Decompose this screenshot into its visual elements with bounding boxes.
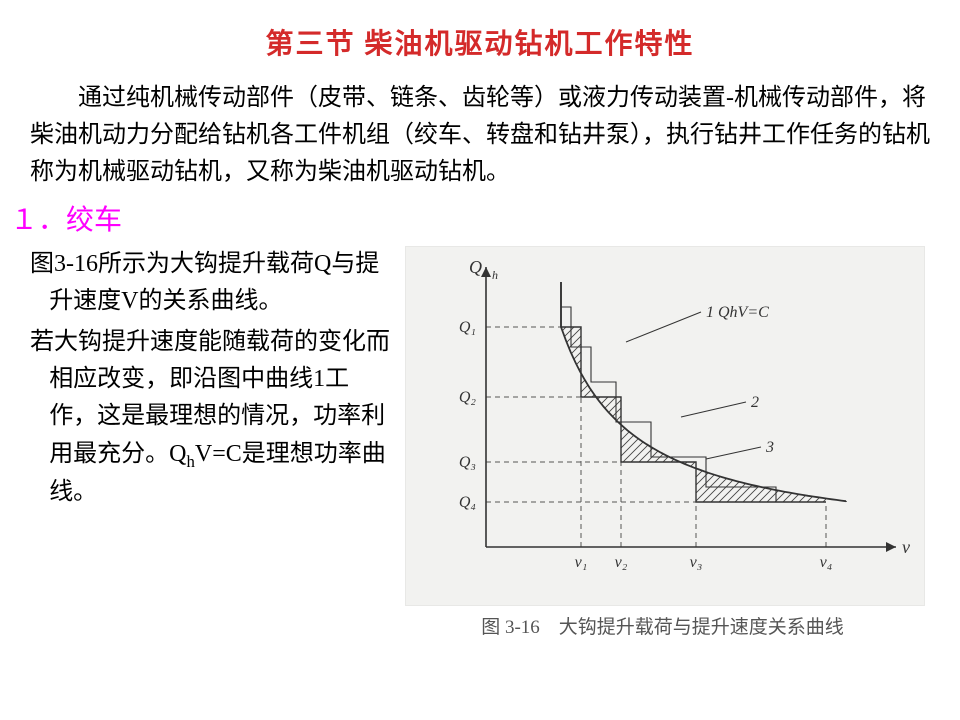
paragraph-2: 若大钩提升速度能随载荷的变化而相应改变，即沿图中曲线1工作，这是最理想的情况，功…: [30, 324, 395, 512]
svg-text:Q: Q: [469, 257, 482, 277]
intro-paragraph: 通过纯机械传动部件（皮带、链条、齿轮等）或液力传动装置-机械传动部件，将柴油机动…: [0, 62, 960, 192]
svg-text:1 QhV=C: 1 QhV=C: [706, 304, 769, 321]
svg-text:h: h: [492, 268, 498, 282]
svg-text:3: 3: [765, 439, 774, 456]
figure-3-16: Qh v Q₁ Q₂ Q₃ Q₄ v₁ v₂ v₃ v₄ 1 QhV=C 2 3: [405, 246, 925, 606]
para2-subscript: h: [187, 451, 195, 470]
svg-text:v₄: v₄: [820, 554, 833, 571]
svg-text:v₂: v₂: [615, 554, 628, 571]
figure-caption: 图 3-16 大钩提升载荷与提升速度关系曲线: [395, 612, 930, 639]
svg-text:Q₂: Q₂: [459, 389, 477, 406]
svg-text:v: v: [902, 537, 910, 557]
svg-text:Q₃: Q₃: [459, 454, 476, 471]
figure-wrap: Qh v Q₁ Q₂ Q₃ Q₄ v₁ v₂ v₃ v₄ 1 QhV=C 2 3 图 3-16 大钩提升…: [395, 246, 930, 639]
svg-text:v₃: v₃: [690, 554, 703, 571]
svg-text:2: 2: [751, 394, 759, 411]
paragraph-1: 图3-16所示为大钩提升载荷Q与提升速度V的关系曲线。: [30, 246, 395, 320]
left-text-block: 图3-16所示为大钩提升载荷Q与提升速度V的关系曲线。 若大钩提升速度能随载荷的…: [30, 246, 395, 639]
page-title: 第三节 柴油机驱动钻机工作特性: [0, 0, 960, 62]
svg-text:v₁: v₁: [575, 554, 588, 571]
figure-svg: Qh v Q₁ Q₂ Q₃ Q₄ v₁ v₂ v₃ v₄ 1 QhV=C 2 3: [406, 247, 926, 607]
section-heading: １．绞车: [0, 192, 960, 238]
svg-text:Q₁: Q₁: [459, 319, 476, 336]
svg-text:Q₄: Q₄: [459, 494, 476, 511]
lower-region: 图3-16所示为大钩提升载荷Q与提升速度V的关系曲线。 若大钩提升速度能随载荷的…: [0, 238, 960, 639]
